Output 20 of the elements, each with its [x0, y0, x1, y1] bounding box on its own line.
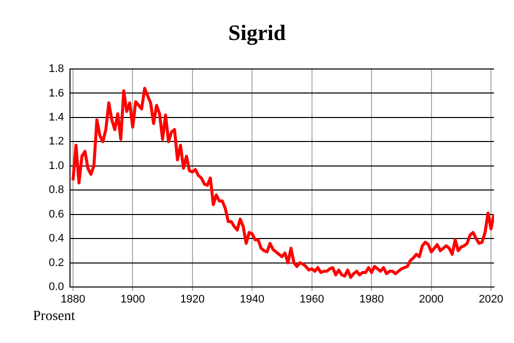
y-tick-label: 0.0	[48, 281, 64, 294]
x-tick-label: 1960	[300, 294, 324, 306]
y-tick-label: 0.2	[48, 256, 64, 269]
y-tick-label: 0.6	[48, 208, 64, 220]
x-tick-label: 1980	[359, 294, 384, 306]
x-tick-label: 1920	[180, 294, 205, 306]
x-tick-label: 1940	[240, 294, 264, 306]
y-tick-label: 1.0	[48, 160, 64, 172]
y-tick-label: 1.8	[48, 63, 64, 76]
y-tick-label: 0.8	[48, 184, 64, 196]
x-tick-label: 2000	[419, 294, 444, 306]
x-tick-label: 1900	[120, 294, 145, 306]
y-tick-label: 0.4	[48, 232, 64, 245]
y-tick-label: 1.2	[48, 136, 64, 148]
chart-title: Sigrid	[227, 20, 287, 46]
y-tick-label: 1.6	[48, 87, 64, 100]
y-axis-title: Prosent	[33, 309, 75, 325]
x-tick-label: 2020	[478, 294, 504, 306]
x-tick-label: 1880	[60, 294, 86, 306]
y-tick-label: 1.4	[48, 111, 64, 124]
